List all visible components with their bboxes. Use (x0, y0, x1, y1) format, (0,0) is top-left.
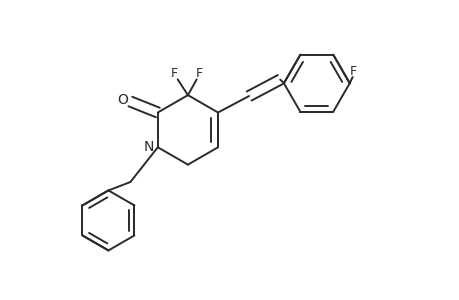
Text: F: F (170, 68, 177, 80)
Text: F: F (196, 68, 203, 80)
Text: N: N (144, 140, 154, 154)
Text: O: O (117, 93, 128, 107)
Text: F: F (349, 65, 356, 78)
